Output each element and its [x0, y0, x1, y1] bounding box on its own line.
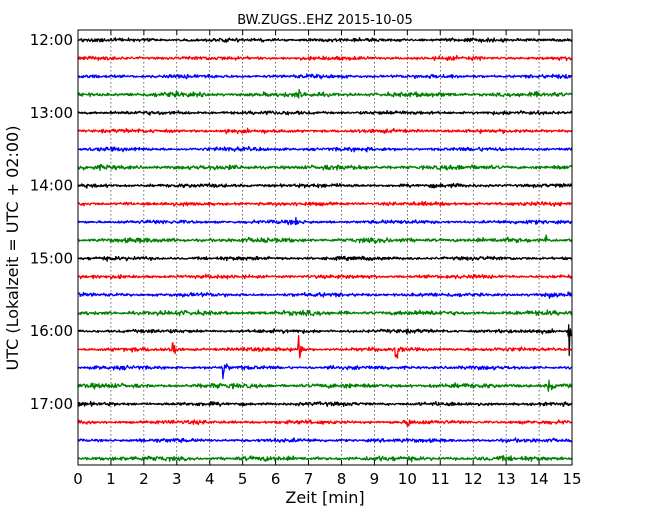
- trace-1415: [77, 200, 573, 207]
- x-tick-label: 13: [497, 470, 516, 488]
- trace-1545: [77, 309, 573, 317]
- y-tick-label: 13:00: [30, 104, 73, 122]
- trace-1230: [77, 73, 573, 80]
- trace-1500: [77, 255, 573, 262]
- x-tick-label: 5: [238, 470, 248, 488]
- trace-1215: [77, 54, 573, 62]
- chart-title: BW.ZUGS..EHZ 2015-10-05: [237, 13, 413, 28]
- trace-1430: [77, 216, 573, 226]
- trace-1330: [77, 145, 573, 153]
- x-tick-label: 6: [271, 470, 281, 488]
- x-tick-label: 0: [73, 470, 83, 488]
- y-axis-label: UTC (Lokalzeit = UTC + 02:00): [3, 126, 22, 371]
- grid-lines: [78, 30, 572, 465]
- trace-1630: [77, 363, 573, 380]
- trace-1200: [77, 37, 573, 44]
- trace-1615: [77, 334, 573, 359]
- y-tick-label: 14:00: [30, 177, 73, 195]
- trace-1530: [77, 291, 573, 299]
- x-tick-label: 11: [431, 470, 450, 488]
- x-tick-label: 14: [530, 470, 549, 488]
- x-tick-label: 3: [172, 470, 182, 488]
- seismic-traces: [77, 37, 573, 463]
- y-tick-label: 15:00: [30, 249, 73, 267]
- x-tick-label: 9: [370, 470, 380, 488]
- y-tick-label: 16:00: [30, 322, 73, 340]
- x-tick-label: 8: [337, 470, 347, 488]
- trace-1345: [77, 164, 573, 172]
- x-tick-label: 2: [139, 470, 149, 488]
- x-tick-label: 4: [205, 470, 215, 488]
- x-tick-label: 15: [562, 470, 581, 488]
- y-tick-label: 12:00: [30, 31, 73, 49]
- axis-ticks: 0 1 2 3 4 5 6 7 8 9 10 11 12 13 14 1512:0013:0014:0015:…: [30, 30, 582, 488]
- x-tick-label: 7: [304, 470, 314, 488]
- trace-1730: [77, 437, 573, 444]
- trace-1245: [77, 89, 573, 99]
- trace-1315: [77, 127, 573, 135]
- plot-background: [78, 30, 572, 465]
- trace-1515: [77, 273, 573, 280]
- trace-1400: [77, 182, 573, 189]
- x-axis-label: Zeit [min]: [285, 488, 364, 507]
- trace-1645: [77, 379, 573, 393]
- plot-frame: [77, 29, 573, 466]
- x-tick-label: 10: [398, 470, 417, 488]
- y-tick-label: 17:00: [30, 395, 73, 413]
- trace-1445: [77, 234, 573, 244]
- trace-1700: [77, 400, 573, 408]
- x-tick-label: 1: [106, 470, 116, 488]
- trace-1745: [77, 455, 573, 463]
- trace-1300: [77, 109, 573, 116]
- trace-1600: [77, 324, 573, 357]
- trace-1715: [77, 419, 573, 427]
- x-tick-label: 12: [464, 470, 483, 488]
